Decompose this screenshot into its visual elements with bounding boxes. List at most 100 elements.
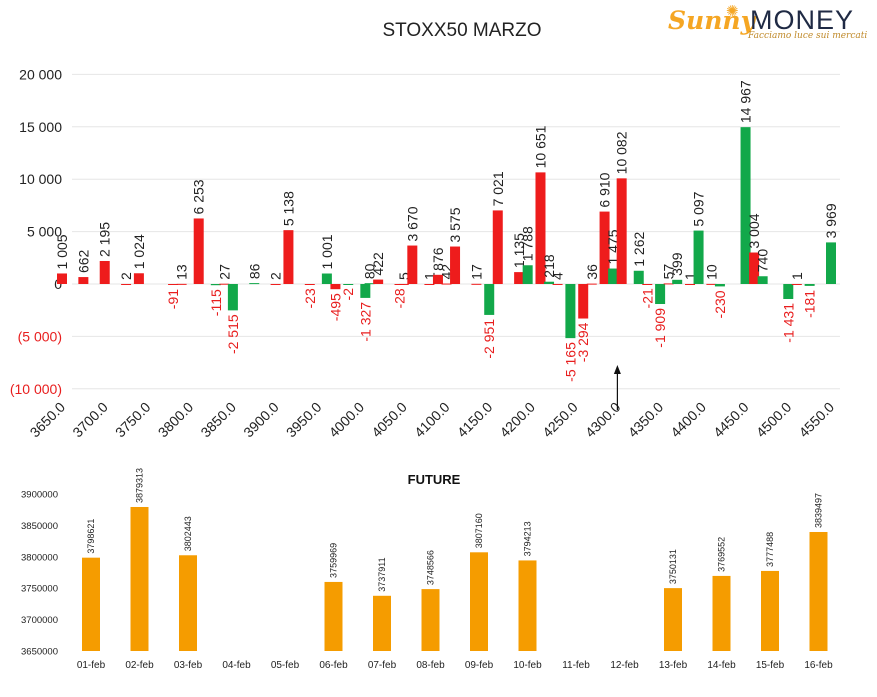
bar: [757, 276, 768, 284]
bar: [672, 279, 683, 284]
x-tick-label: 4150.0: [454, 399, 496, 441]
future-y-tick-label: 3700000: [21, 615, 58, 626]
bar-value-label: 80: [362, 263, 378, 279]
bar-value-label: -495: [327, 293, 343, 321]
bar: [133, 273, 144, 284]
future-bar-value-label: 3839497: [814, 493, 824, 528]
future-bar-value-label: 3750131: [668, 549, 678, 584]
bar-value-label: 5 138: [280, 191, 296, 226]
future-y-tick-label: 3800000: [21, 552, 58, 563]
bar: [168, 284, 179, 285]
x-tick-label: 4000.0: [326, 399, 368, 441]
bar: [599, 211, 610, 284]
bar: [642, 284, 653, 285]
bar: [578, 284, 589, 319]
bar-value-label: 86: [246, 263, 262, 279]
bar: [450, 246, 461, 284]
bar-value-label: 1 001: [319, 234, 335, 269]
future-x-tick-label: 03-feb: [174, 660, 203, 671]
bar: [398, 283, 409, 285]
logo-sunny-text: Sunny: [668, 6, 756, 35]
bar: [544, 281, 555, 284]
bar: [693, 230, 704, 284]
bar: [608, 268, 619, 284]
bar-value-label: 2: [268, 272, 284, 280]
bar-value-label: 10 082: [614, 131, 630, 174]
bar-value-label: -91: [165, 289, 181, 309]
x-tick-label: 3850.0: [197, 399, 239, 441]
future-x-tick-label: 12-feb: [610, 660, 639, 671]
future-bar-value-label: 3807160: [474, 513, 484, 548]
y-tick-label: 10 000: [19, 171, 62, 187]
bar-value-label: -28: [392, 288, 408, 308]
bar-value-label: -5 165: [562, 342, 578, 382]
future-x-tick-label: 14-feb: [707, 660, 736, 671]
x-tick-label: 3800.0: [155, 399, 197, 441]
future-x-tick-label: 15-feb: [756, 660, 785, 671]
bar-value-label: 218: [541, 254, 557, 278]
future-bar: [82, 557, 100, 651]
bar: [706, 283, 717, 285]
bar: [193, 218, 204, 284]
future-bar: [518, 560, 537, 651]
bar-value-label: -115: [208, 289, 224, 316]
bar-value-label: 1 262: [631, 232, 647, 267]
future-x-tick-label: 08-feb: [416, 660, 445, 671]
future-x-tick-label: 05-feb: [271, 660, 300, 671]
bar: [304, 284, 315, 285]
bar-value-label: 422: [370, 252, 386, 276]
bar-value-label: -230: [712, 290, 728, 318]
future-bar: [761, 570, 779, 651]
bar-value-label: -2: [340, 288, 356, 301]
future-y-tick-label: 3750000: [21, 584, 58, 595]
future-bar: [421, 589, 440, 651]
x-tick-label: 4200.0: [496, 399, 538, 441]
bar: [535, 172, 546, 284]
bar: [270, 283, 281, 285]
bar: [804, 284, 815, 286]
bar-value-label: -181: [802, 290, 818, 318]
x-tick-label: 4350.0: [625, 399, 667, 441]
future-bar: [664, 588, 682, 651]
bar-value-label: 3 004: [746, 213, 762, 248]
future-bar: [324, 581, 343, 651]
bar: [330, 284, 341, 290]
sun-icon: ✺: [726, 3, 739, 20]
bar-value-label: -1 431: [780, 303, 796, 343]
future-bar-value-label: 3777488: [765, 532, 775, 567]
future-x-tick-label: 09-feb: [465, 660, 494, 671]
future-x-tick-label: 11-feb: [562, 660, 590, 671]
bar: [360, 284, 371, 298]
x-tick-label: 4500.0: [753, 399, 795, 441]
bar: [432, 274, 443, 284]
bar-value-label: 5 097: [691, 191, 707, 226]
future-bar: [373, 595, 391, 651]
y-tick-label: 20 000: [19, 66, 62, 82]
bar-value-label: 17: [468, 264, 484, 280]
bar: [616, 178, 627, 284]
x-tick-label: 4400.0: [667, 399, 709, 441]
bar-value-label: 5: [396, 272, 412, 280]
future-bar-value-label: 3748566: [426, 550, 436, 585]
bar: [283, 230, 294, 284]
bar: [99, 260, 110, 284]
bar-value-label: 36: [584, 264, 600, 280]
x-tick-label: 3750.0: [112, 399, 154, 441]
future-x-tick-label: 10-feb: [513, 660, 542, 671]
bar: [514, 272, 525, 284]
future-x-tick-label: 04-feb: [222, 660, 251, 671]
y-tick-label: (10 000): [10, 381, 62, 397]
bar-value-label: 399: [669, 252, 685, 276]
bar: [57, 273, 67, 284]
bar-value-label: 2 195: [97, 222, 113, 257]
bar: [586, 283, 597, 285]
future-x-tick-label: 02-feb: [125, 660, 154, 671]
bar: [249, 283, 260, 285]
bar: [343, 284, 354, 285]
future-bar: [130, 506, 149, 651]
bar: [121, 283, 132, 285]
bar-value-label: 10: [703, 264, 719, 280]
main-chart-title: STOXX50 MARZO: [382, 20, 541, 41]
bar: [321, 273, 332, 284]
